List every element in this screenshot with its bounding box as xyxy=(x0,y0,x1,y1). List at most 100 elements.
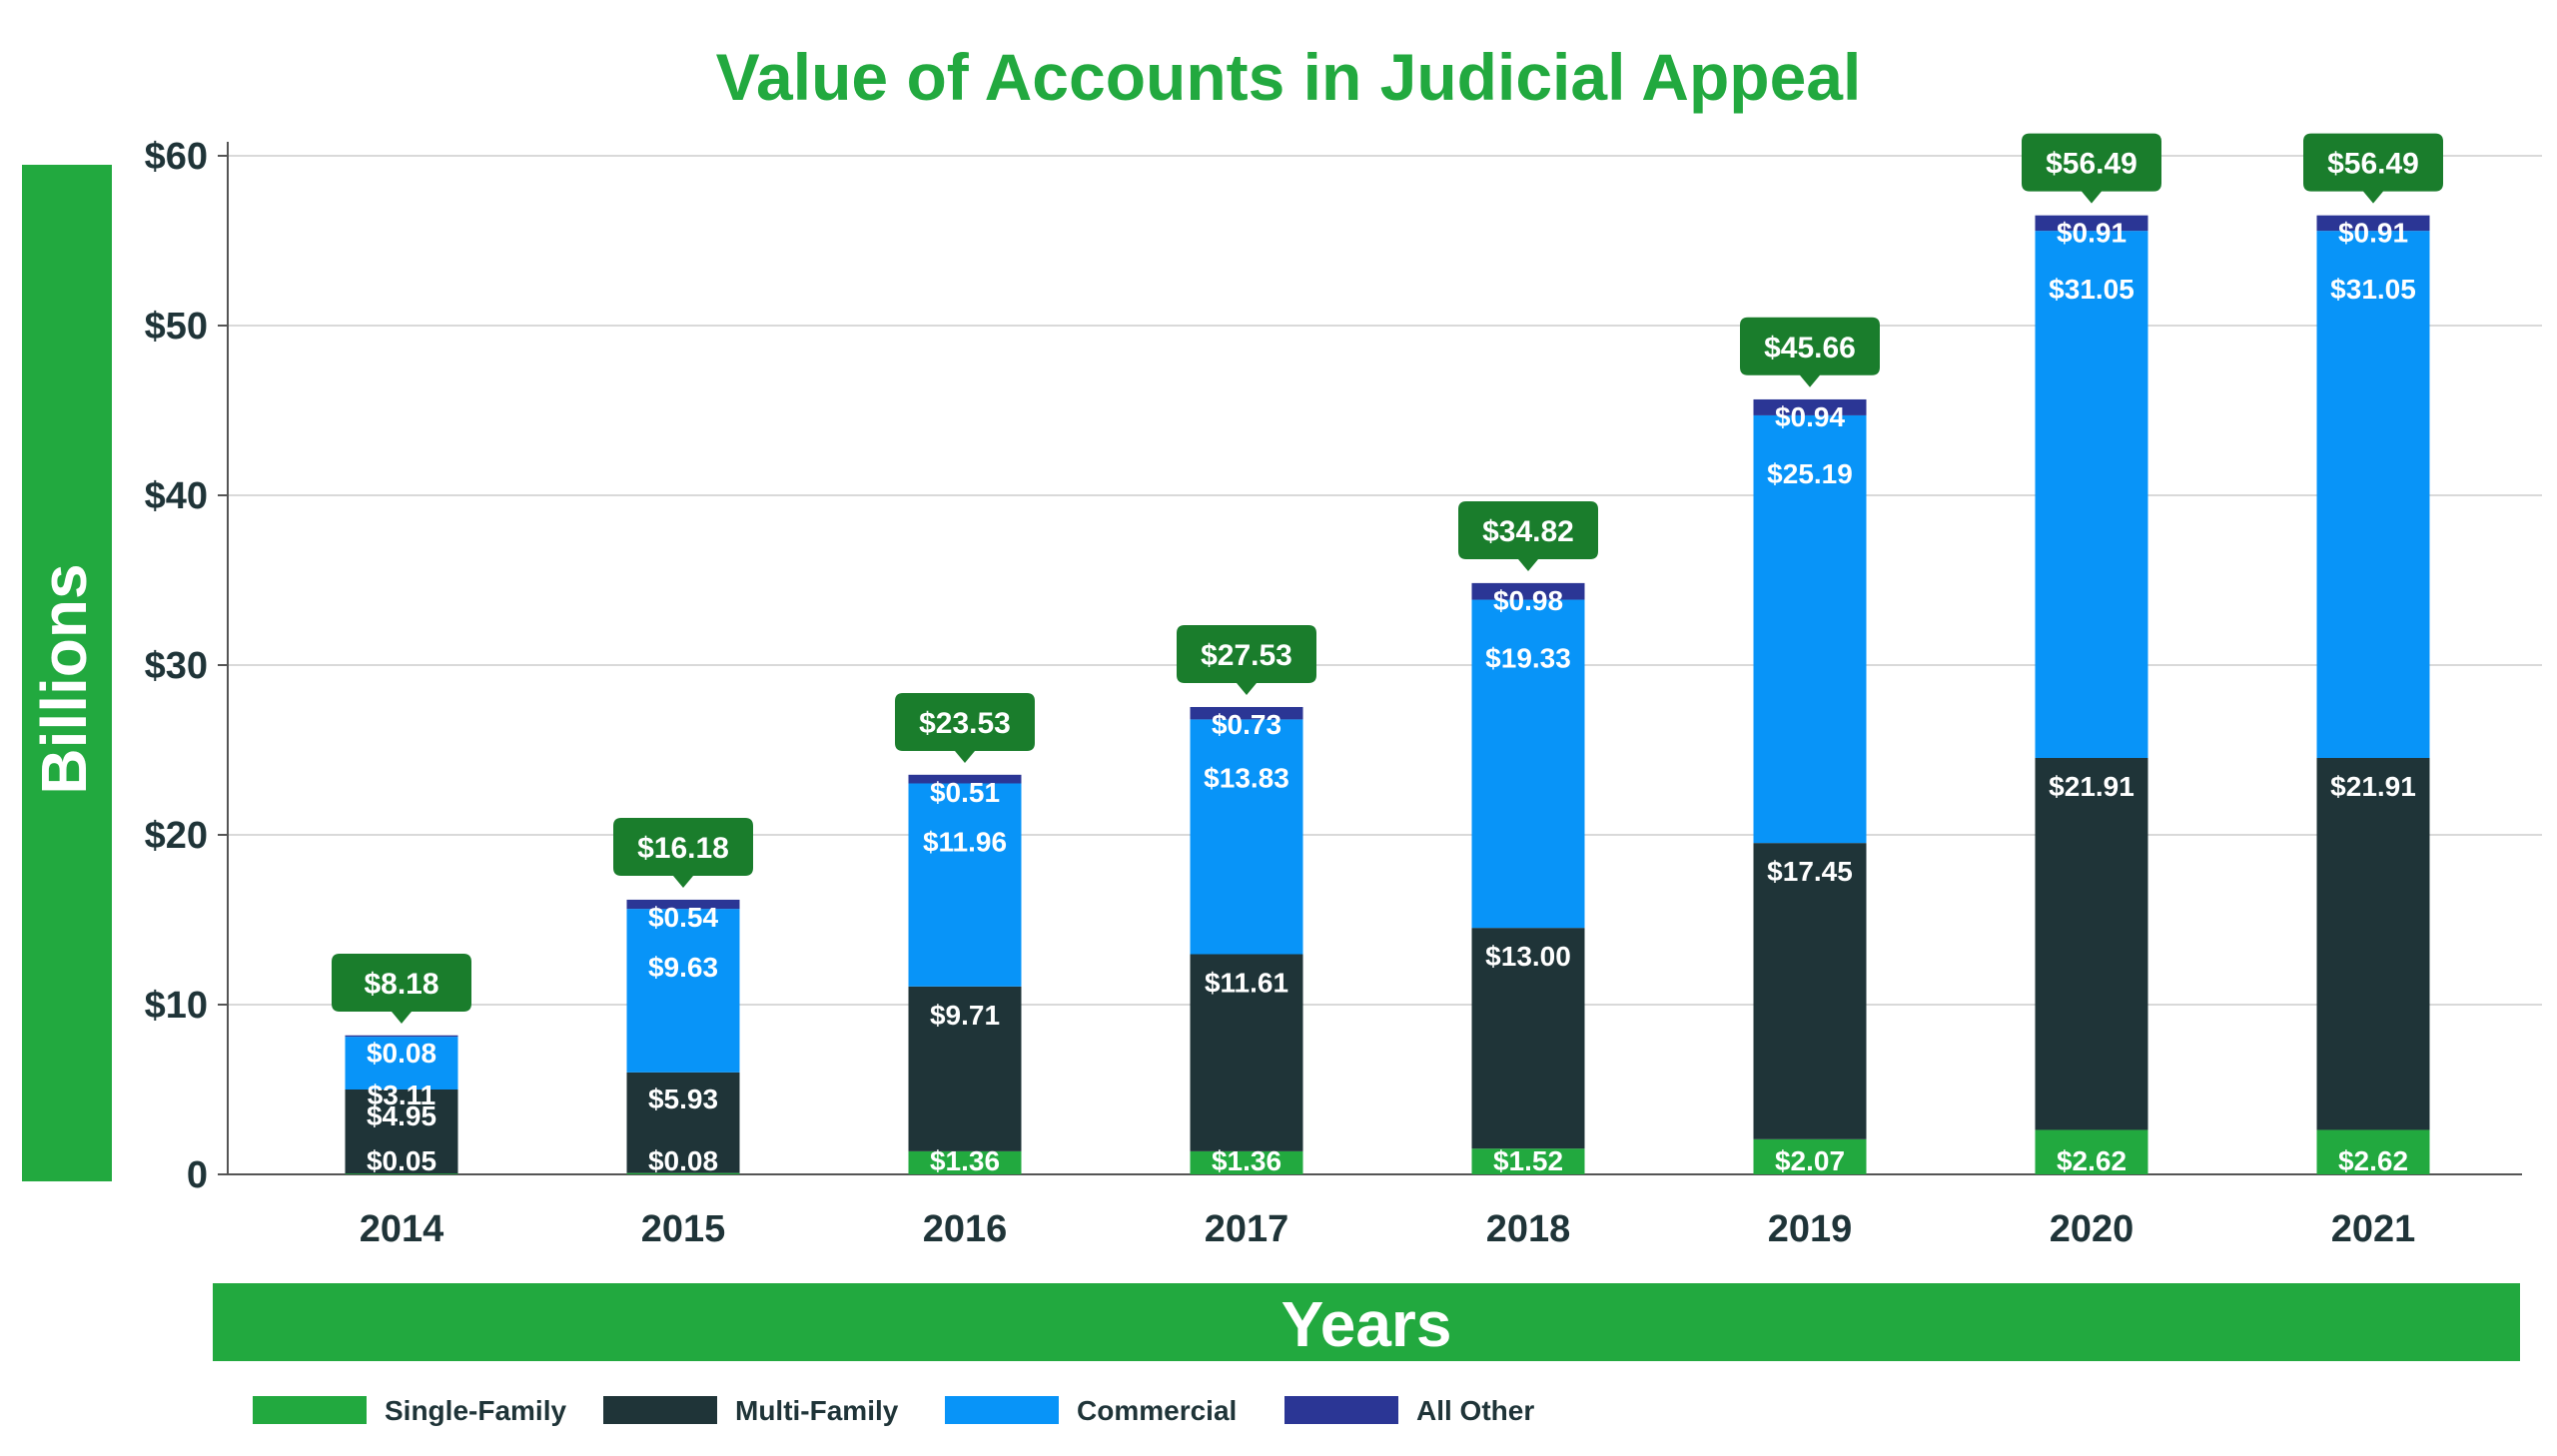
data-label-multi-family: $21.91 xyxy=(2330,771,2416,802)
y-tick-label: $60 xyxy=(145,136,208,178)
legend-swatch xyxy=(603,1396,717,1424)
legend-label: Commercial xyxy=(1077,1395,1237,1426)
bar-segment-all-other xyxy=(1190,706,1303,720)
bar-segment-multi-family xyxy=(345,1090,458,1174)
x-tick-label: 2019 xyxy=(1768,1208,1853,1250)
data-label-all-other: $0.91 xyxy=(2338,218,2408,249)
total-label: $23.53 xyxy=(919,707,1011,740)
data-label-all-other: $0.94 xyxy=(1775,401,1845,432)
x-tick-label: 2017 xyxy=(1205,1208,1289,1250)
data-label-multi-family: $4.95 xyxy=(367,1100,436,1131)
legend: Single-Family Multi-Family Commercial All O… xyxy=(253,1395,1534,1426)
x-tick-label: 2018 xyxy=(1486,1208,1571,1250)
y-tick-label: $30 xyxy=(145,645,208,687)
bar-segment-single-family xyxy=(626,1172,740,1174)
data-label-commercial: $31.05 xyxy=(2330,274,2416,305)
bar-segment-commercial xyxy=(908,783,1022,987)
total-callout xyxy=(613,817,753,888)
bar-segment-all-other xyxy=(345,1035,458,1038)
data-label-commercial: $31.05 xyxy=(2049,274,2134,305)
data-label-commercial: $9.63 xyxy=(648,952,718,983)
data-label-single-family: $2.07 xyxy=(1775,1145,1845,1176)
data-label-commercial: $19.33 xyxy=(1485,643,1571,674)
x-axis-band: Years xyxy=(213,1283,2520,1361)
x-tick-label: 2016 xyxy=(923,1208,1008,1250)
bar-segment-multi-family xyxy=(1190,954,1303,1151)
bar-segment-single-family xyxy=(2035,1129,2148,1174)
bar-segment-single-family xyxy=(1471,1148,1585,1174)
total-callout xyxy=(1740,317,1880,387)
y-tick-label: $40 xyxy=(145,475,208,517)
total-label: $45.66 xyxy=(1764,332,1856,364)
legend-swatch xyxy=(253,1396,367,1424)
data-label-single-family: $1.52 xyxy=(1493,1145,1563,1176)
bar-segment-single-family xyxy=(2316,1129,2430,1174)
bar-segment-commercial xyxy=(1190,719,1303,955)
x-axis-band-bg xyxy=(213,1283,2520,1361)
legend-item-multi-family: Multi-Family xyxy=(603,1395,899,1426)
axes xyxy=(227,142,2522,1175)
bar-segment-single-family xyxy=(908,1150,1022,1174)
bar-segment-multi-family xyxy=(1471,928,1585,1149)
data-label-single-family: $2.62 xyxy=(2057,1145,2127,1176)
legend-item-commercial: Commercial xyxy=(945,1395,1237,1426)
data-label-single-family: $1.36 xyxy=(1212,1145,1281,1176)
data-label-all-other: $0.91 xyxy=(2057,218,2127,249)
total-label: $56.49 xyxy=(2327,148,2419,181)
legend-item-all-other: All Other xyxy=(1284,1395,1534,1426)
y-tick-label: $10 xyxy=(145,985,208,1027)
total-callout xyxy=(1458,501,1598,572)
total-label: $34.82 xyxy=(1482,515,1574,548)
y-axis-ticks: 0 $10 $20 $30 $40 $50 $60 xyxy=(145,136,228,1196)
data-label-all-other: $0.98 xyxy=(1493,585,1563,616)
data-label-multi-family: $9.71 xyxy=(930,1000,1000,1031)
bar-segment-commercial xyxy=(345,1037,458,1090)
x-tick-label: 2015 xyxy=(641,1208,726,1250)
bar-segment-commercial xyxy=(2316,231,2430,758)
chart-title: Value of Accounts in Judicial Appeal xyxy=(716,40,1862,114)
y-axis-title: Billions xyxy=(28,563,100,794)
total-label: $56.49 xyxy=(2046,148,2137,181)
data-label-single-family: $0.08 xyxy=(648,1145,718,1176)
data-label-commercial: $3.11 xyxy=(368,1080,436,1110)
y-axis-band: Billions xyxy=(22,165,112,1181)
data-label-commercial: $11.96 xyxy=(923,826,1007,857)
total-callout xyxy=(895,692,1035,763)
bar-group-2020: $2.62 $21.91 $31.05 $0.91 $56.49 xyxy=(2022,133,2161,1176)
x-axis-title: Years xyxy=(1281,1288,1452,1360)
bar-segment-multi-family xyxy=(2316,757,2430,1130)
legend-swatch xyxy=(945,1396,1059,1424)
bar-segment-all-other xyxy=(908,774,1022,784)
bar-segment-all-other xyxy=(1753,398,1867,415)
legend-label: All Other xyxy=(1416,1395,1534,1426)
bar-segment-all-other xyxy=(626,899,740,910)
data-label-commercial: $13.83 xyxy=(1204,762,1289,793)
legend-item-single-family: Single-Family xyxy=(253,1395,566,1426)
data-label-all-other: $0.51 xyxy=(930,777,1000,808)
bar-segment-multi-family xyxy=(908,986,1022,1151)
legend-label: Single-Family xyxy=(385,1395,566,1426)
bar-segment-commercial xyxy=(2035,231,2148,758)
bar-group-2015: $0.08 $5.93 $9.63 $0.54 $16.18 xyxy=(613,817,753,1176)
x-axis-ticks: 2014 2015 2016 2017 2018 2019 2020 2021 xyxy=(360,1208,2416,1250)
bar-segment-all-other xyxy=(2316,215,2430,232)
x-tick-label: 2020 xyxy=(2050,1208,2134,1250)
total-label: $16.18 xyxy=(637,832,729,865)
total-label: $27.53 xyxy=(1201,639,1292,672)
total-callout xyxy=(332,953,471,1024)
bar-group-2014: $0.05 $4.95$3.11 $0.08 $8.18 xyxy=(332,953,471,1176)
bar-segment-multi-family xyxy=(626,1072,740,1173)
legend-swatch xyxy=(1284,1396,1398,1424)
data-label-all-other: $0.73 xyxy=(1212,709,1281,740)
bar-segment-multi-family xyxy=(2035,757,2148,1130)
bar-group-2016: $1.36 $9.71 $11.96 $0.51 $23.53 xyxy=(895,692,1035,1176)
data-label-all-other: $0.54 xyxy=(648,902,718,933)
y-tick-label: $20 xyxy=(145,815,208,857)
bar-group-2018: $1.52 $13.00 $19.33 $0.98 $34.82 xyxy=(1458,501,1598,1176)
bar-segment-commercial xyxy=(1471,599,1585,929)
data-label-commercial: $25.19 xyxy=(1767,458,1853,489)
data-label-multi-family: $17.45 xyxy=(1767,856,1853,887)
y-tick-label: $50 xyxy=(145,306,208,348)
bar-group-2021: $2.62 $21.91 $31.05 $0.91 $56.49 xyxy=(2303,133,2443,1176)
